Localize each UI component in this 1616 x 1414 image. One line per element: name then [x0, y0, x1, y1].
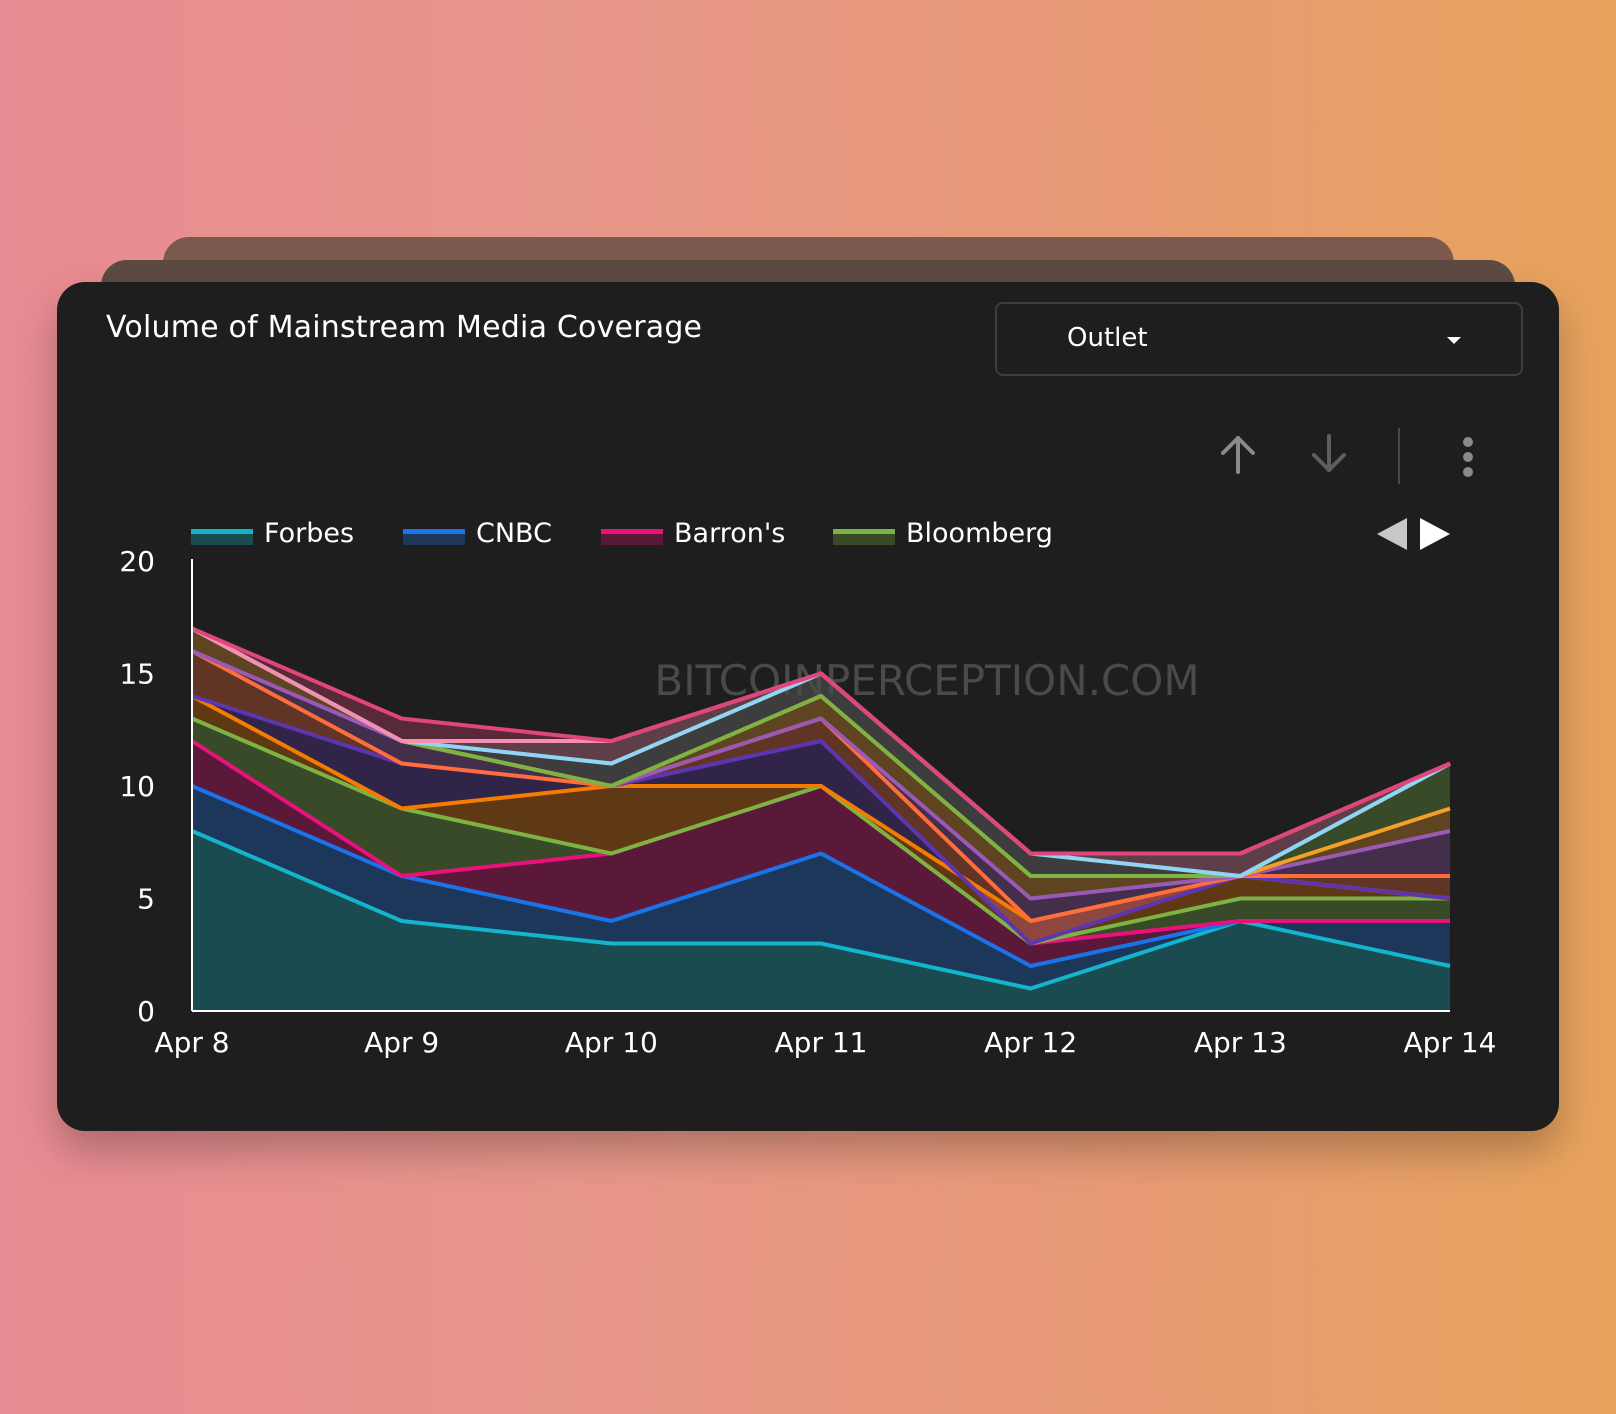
- y-tick-label: 20: [119, 545, 155, 578]
- toolbar-divider: [1398, 428, 1400, 484]
- x-tick-label: Apr 12: [984, 1026, 1077, 1059]
- x-tick-label: Apr 13: [1194, 1026, 1287, 1059]
- dropdown-value: Outlet: [1067, 323, 1148, 353]
- x-tick-label: Apr 10: [565, 1026, 658, 1059]
- arrow-down-icon[interactable]: [1309, 432, 1349, 476]
- area-1: [192, 786, 1450, 989]
- legend-swatch-line: [601, 529, 663, 534]
- y-tick-label: 15: [119, 658, 155, 691]
- legend-label: Bloomberg: [906, 518, 1053, 549]
- x-tick-label: Apr 11: [775, 1026, 868, 1059]
- stacked-area-chart: BITCOINPERCEPTION.COM 0 5 10 15 20 Apr 8 Apr 9 A…: [119, 518, 1497, 1059]
- area-0: [192, 831, 1450, 1011]
- x-tick-label: Apr 14: [1404, 1026, 1497, 1059]
- legend-prev-icon[interactable]: [1375, 516, 1409, 552]
- area-5: [192, 696, 1450, 944]
- chart-card: Volume of Mainstream Media Coverage Outl…: [57, 282, 1559, 1131]
- y-tick-label: 10: [119, 770, 155, 803]
- x-tick-label: Apr 8: [154, 1026, 229, 1059]
- legend-swatch-line: [833, 529, 895, 534]
- arrow-up-icon[interactable]: [1218, 432, 1258, 476]
- area-10: [192, 628, 1450, 876]
- chart-title: Volume of Mainstream Media Coverage: [106, 310, 703, 345]
- outlet-dropdown[interactable]: Outlet: [995, 302, 1523, 376]
- legend-label: CNBC: [476, 518, 552, 549]
- legend-swatch-line: [403, 529, 465, 534]
- series-line-13: [191, 626, 1451, 856]
- x-tick-label: Apr 9: [364, 1026, 439, 1059]
- caret-down-icon: [1447, 337, 1461, 344]
- y-tick-label: 0: [137, 995, 155, 1028]
- watermark-text: BITCOINPERCEPTION.COM: [654, 656, 1199, 705]
- legend-label: Forbes: [264, 518, 354, 549]
- y-tick-label: 5: [137, 883, 155, 916]
- legend-label: Barron's: [674, 518, 785, 549]
- legend-next-icon[interactable]: [1418, 516, 1452, 552]
- more-vertical-icon[interactable]: [1461, 436, 1475, 480]
- legend-swatch-line: [191, 529, 253, 534]
